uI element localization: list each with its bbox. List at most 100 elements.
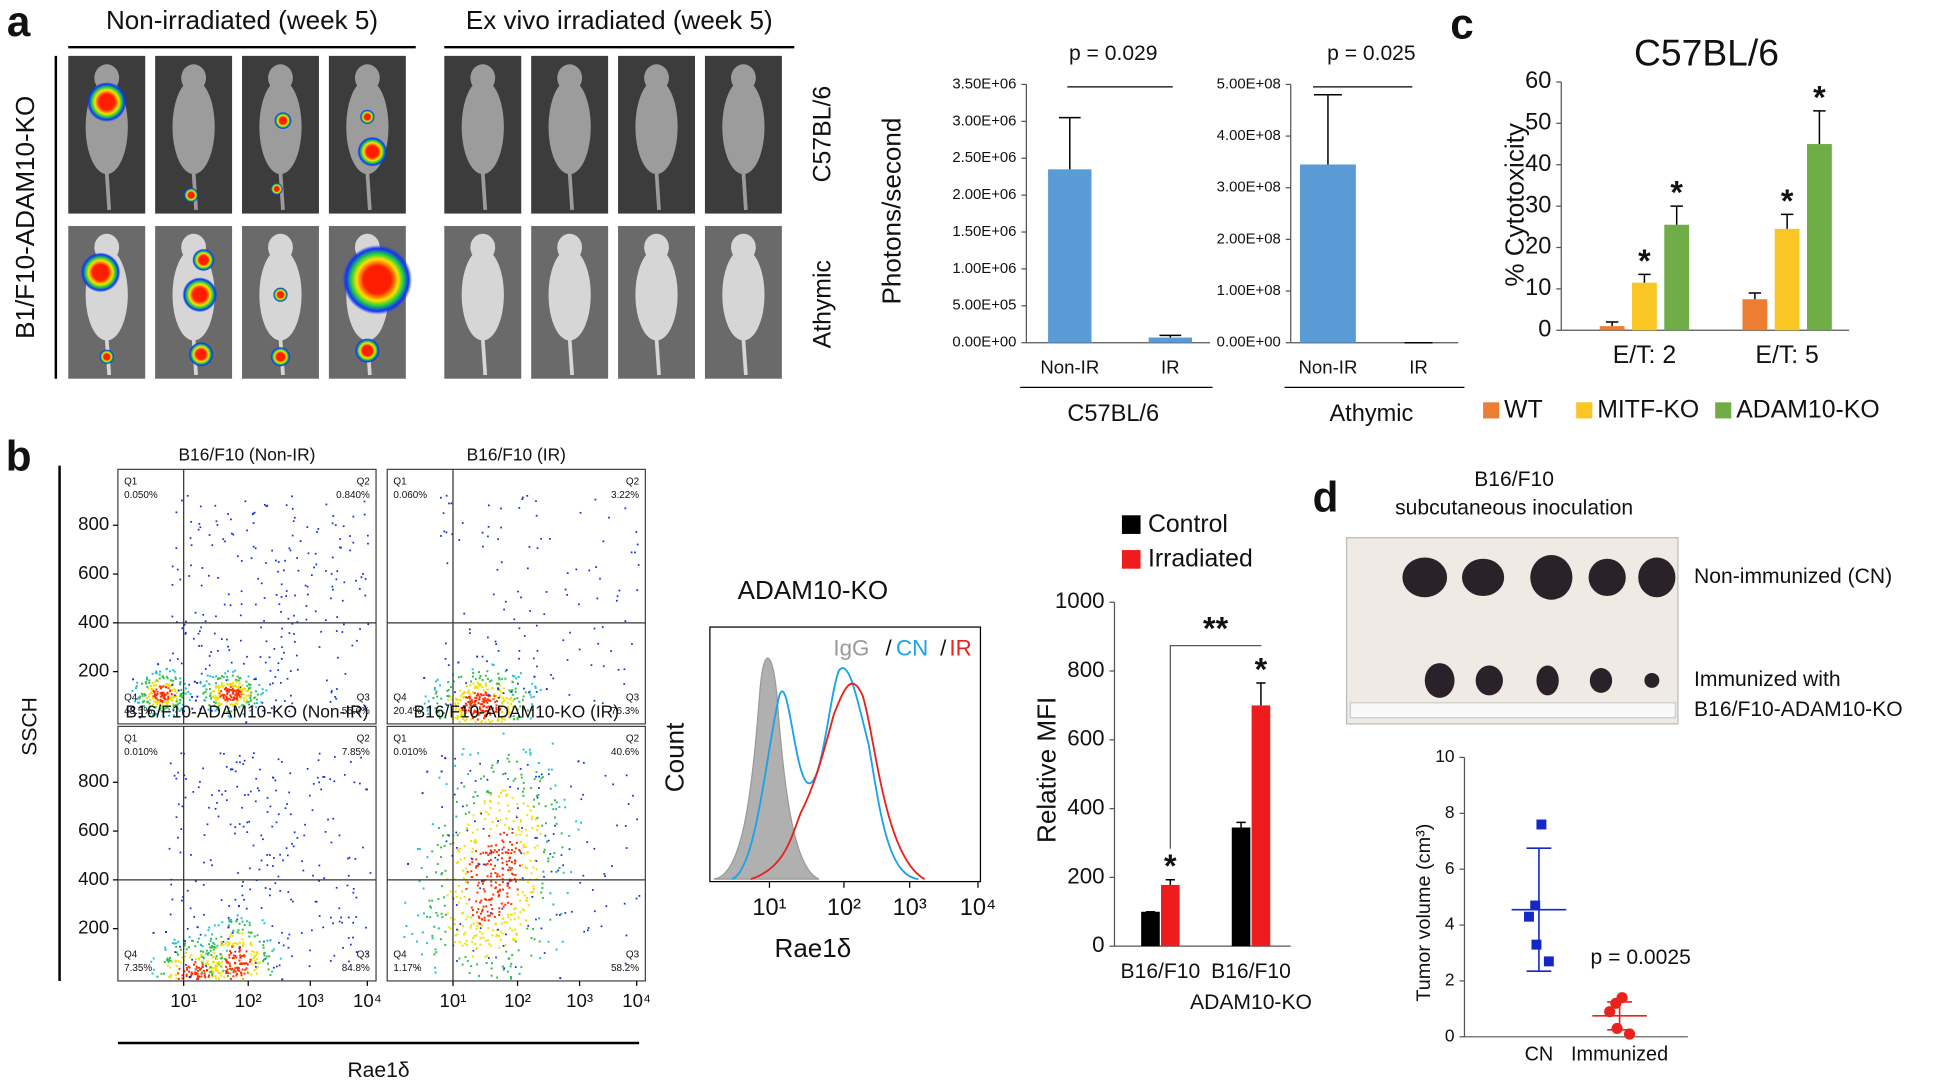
flow-dot	[199, 968, 202, 971]
flow-dot	[226, 683, 229, 686]
flow-dot	[437, 714, 440, 717]
flow-dot	[324, 831, 327, 833]
flow-dot	[491, 707, 494, 710]
flow-dot	[456, 860, 459, 863]
flow-dot	[263, 952, 265, 955]
flow-dot	[155, 693, 158, 696]
flow-dot	[535, 878, 538, 881]
flow-dot	[205, 696, 208, 699]
x-tick-label: IR	[1161, 357, 1180, 378]
flow-dot	[554, 784, 557, 787]
x-tick-label: 10¹	[440, 990, 467, 1011]
flow-dot	[501, 917, 504, 920]
flow-dot	[275, 821, 278, 824]
flow-dot	[156, 690, 159, 693]
flow-dot	[532, 885, 535, 888]
flow-dot	[171, 942, 174, 945]
flow-dot	[511, 680, 514, 683]
flow-dot	[214, 964, 217, 967]
flow-dot	[263, 922, 266, 925]
flow-dot	[446, 695, 449, 697]
significance: *	[1813, 79, 1826, 115]
flow-dot	[435, 680, 438, 683]
flow-dot	[279, 957, 282, 960]
flow-dot	[249, 694, 252, 697]
flow-dot	[296, 837, 299, 839]
flow-dot	[227, 697, 230, 700]
flow-dot	[487, 926, 490, 929]
flow-dot	[166, 706, 169, 709]
flow-dot	[208, 655, 211, 657]
flow-dot	[458, 957, 461, 960]
flow-dot	[230, 683, 233, 686]
flow-dot	[226, 944, 229, 947]
flow-dot	[201, 963, 204, 966]
flow-dot	[234, 770, 237, 773]
flow-dot	[485, 899, 488, 901]
flow-dot	[505, 950, 508, 953]
flow-dot	[465, 718, 468, 721]
flow-dot	[520, 966, 523, 969]
flow-dot	[466, 960, 469, 963]
flow-dot	[220, 675, 223, 678]
flow-dot	[504, 772, 507, 775]
flow-dot	[176, 621, 178, 623]
flow-dot	[262, 960, 265, 963]
flow-dot	[502, 773, 505, 776]
flow-dot	[454, 934, 457, 937]
flow-dot	[481, 908, 484, 911]
flow-dot	[437, 898, 440, 901]
flow-dot	[215, 520, 218, 523]
flow-dot	[139, 695, 142, 698]
flow-dot	[477, 915, 480, 918]
flow-dot	[217, 971, 220, 974]
flow-dot	[213, 924, 216, 927]
flow-dot	[453, 918, 456, 921]
flow-dot	[484, 898, 487, 901]
flow-dot	[454, 941, 457, 944]
flow-dot	[456, 834, 459, 837]
flow-dot	[570, 910, 573, 913]
flow-dot	[242, 662, 245, 665]
flow-dot	[236, 942, 239, 945]
flow-dot	[489, 849, 492, 852]
flow-dot	[208, 926, 211, 929]
flow-dot	[280, 583, 283, 586]
x-tick-label: 10³	[893, 894, 927, 920]
flow-dot	[331, 522, 334, 525]
flow-dot	[223, 752, 225, 755]
flow-dot	[214, 504, 217, 507]
flow-dot	[443, 896, 446, 899]
flow-dot	[603, 873, 606, 875]
flow-dot	[531, 895, 534, 898]
flow-dot	[159, 704, 162, 707]
flow-dot	[229, 823, 232, 826]
flow-dot	[205, 949, 208, 952]
flow-dot	[213, 960, 216, 963]
flow-dot	[349, 549, 352, 552]
flow-dot	[489, 828, 492, 831]
flow-dot	[363, 708, 366, 711]
flow-dot	[215, 946, 218, 949]
flow-dot	[334, 696, 337, 698]
flow-dot	[529, 753, 532, 756]
flow-dot	[237, 685, 240, 688]
flow-dot	[517, 916, 520, 919]
y-tick-label: 400	[1067, 794, 1104, 819]
flow-dot	[439, 938, 442, 941]
flow-dot	[495, 704, 498, 707]
flow-dot	[214, 694, 217, 697]
flow-dot	[455, 800, 458, 803]
flow-dot	[304, 584, 307, 587]
flow-dot	[501, 789, 504, 792]
axis-title: Count	[659, 722, 689, 792]
flow-dot	[405, 925, 408, 928]
flow-dot	[191, 939, 194, 942]
flow-dot	[634, 551, 636, 554]
flow-plot	[386, 468, 646, 725]
flow-dot	[152, 957, 155, 960]
flow-dot	[224, 540, 226, 543]
flow-dot	[488, 834, 491, 837]
flow-dot	[484, 691, 487, 694]
flow-dot	[363, 500, 366, 503]
